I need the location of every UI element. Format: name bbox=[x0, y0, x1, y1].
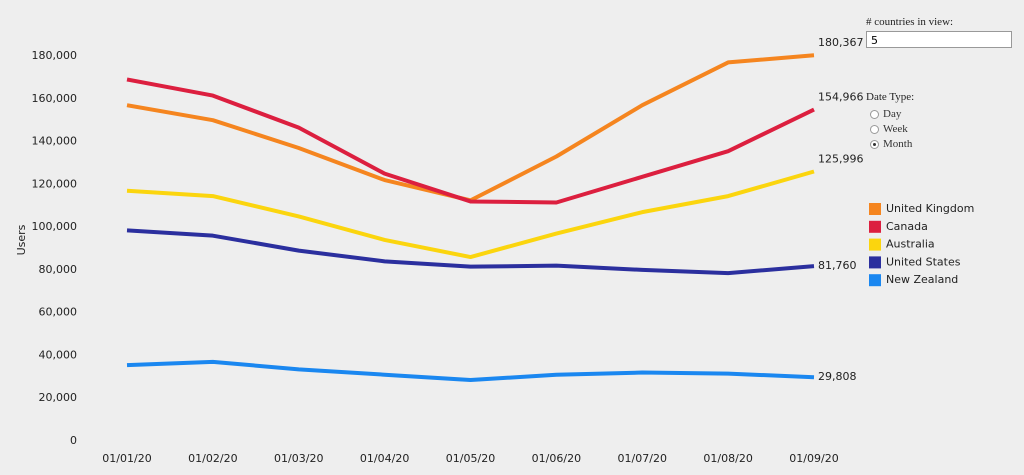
x-tick-label: 01/09/20 bbox=[789, 452, 838, 465]
radio-label: Month bbox=[883, 138, 913, 150]
countries-label: # countries in view: bbox=[866, 16, 954, 28]
value-label: 180,367 bbox=[818, 36, 864, 49]
x-tick-label: 01/01/20 bbox=[102, 452, 151, 465]
x-tick-label: 01/08/20 bbox=[703, 452, 752, 465]
legend-swatch bbox=[869, 256, 881, 269]
y-tick-label: 160,000 bbox=[32, 92, 78, 105]
value-label: 154,966 bbox=[818, 91, 864, 104]
legend-label: New Zealand bbox=[886, 273, 958, 286]
x-tick-label: 01/05/20 bbox=[446, 452, 495, 465]
value-label: 29,808 bbox=[818, 370, 857, 383]
date-type-option[interactable]: Week bbox=[870, 123, 908, 135]
legend-label: United Kingdom bbox=[886, 202, 974, 215]
date-type-label: Date Type: bbox=[866, 91, 915, 103]
y-tick-label: 20,000 bbox=[39, 391, 78, 404]
y-tick-label: 140,000 bbox=[32, 135, 78, 148]
series-line bbox=[126, 77, 815, 205]
series-line bbox=[126, 169, 815, 260]
legend-swatch bbox=[869, 203, 881, 215]
series-line bbox=[126, 359, 815, 383]
series-line bbox=[126, 228, 815, 276]
y-tick-label: 120,000 bbox=[32, 177, 78, 190]
countries-input[interactable]: 5 bbox=[866, 31, 1012, 48]
date-type-option[interactable]: Month bbox=[870, 138, 912, 150]
x-tick-label: 01/07/20 bbox=[618, 452, 667, 465]
radio-label: Day bbox=[883, 108, 902, 120]
date-type-option[interactable]: Day bbox=[870, 108, 901, 120]
y-tick-label: 0 bbox=[70, 434, 77, 447]
y-axis-label: Users bbox=[15, 224, 28, 255]
legend-label: Canada bbox=[886, 220, 928, 233]
x-tick-label: 01/03/20 bbox=[274, 452, 323, 465]
legend-swatch bbox=[869, 220, 881, 233]
series-line bbox=[126, 53, 815, 203]
y-tick-label: 60,000 bbox=[39, 306, 78, 319]
x-tick-label: 01/04/20 bbox=[360, 452, 409, 465]
radio-label: Week bbox=[883, 123, 908, 135]
legend-label: Australia bbox=[886, 238, 935, 251]
value-label: 81,760 bbox=[818, 259, 857, 272]
y-tick-label: 80,000 bbox=[39, 263, 78, 276]
x-tick-label: 01/02/20 bbox=[188, 452, 237, 465]
legend-swatch bbox=[869, 274, 881, 287]
x-tick-label: 01/06/20 bbox=[532, 452, 581, 465]
radio-button[interactable] bbox=[870, 124, 879, 134]
legend-label: United States bbox=[886, 255, 961, 268]
radio-button[interactable] bbox=[870, 139, 879, 149]
legend-swatch bbox=[869, 238, 881, 251]
y-tick-label: 100,000 bbox=[32, 220, 78, 233]
y-tick-label: 40,000 bbox=[39, 348, 78, 361]
radio-button[interactable] bbox=[870, 109, 879, 119]
value-label: 125,996 bbox=[818, 153, 864, 166]
y-tick-label: 180,000 bbox=[32, 49, 78, 62]
